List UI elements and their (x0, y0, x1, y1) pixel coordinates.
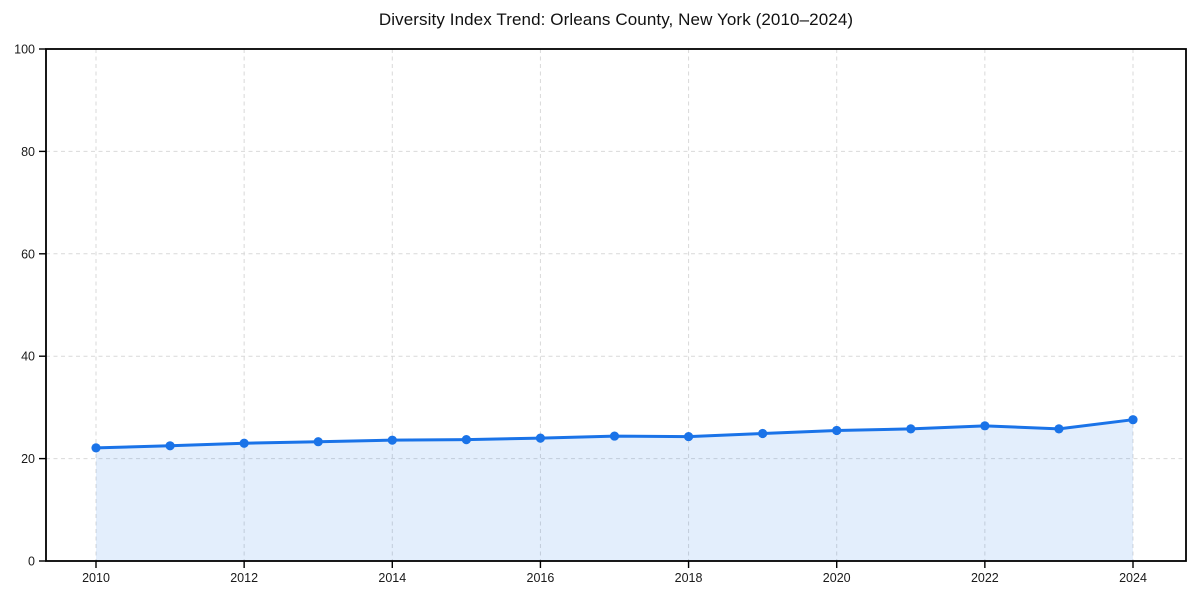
y-tick-label: 100 (14, 43, 35, 57)
data-point (832, 425, 842, 436)
data-point (683, 431, 694, 442)
data-point (906, 424, 916, 434)
data-point-markers (91, 415, 1138, 453)
x-tick-label: 2024 (1119, 571, 1147, 585)
data-point (1054, 424, 1064, 434)
y-tick-label: 20 (21, 452, 35, 466)
data-point (980, 421, 990, 431)
y-tick-label: 80 (21, 145, 35, 159)
data-point (91, 443, 101, 453)
x-tick-label: 2020 (823, 571, 851, 585)
x-tick-label: 2010 (82, 571, 110, 585)
data-point (239, 438, 249, 448)
chart-title: Diversity Index Trend: Orleans County, N… (378, 10, 854, 29)
data-point (313, 437, 323, 447)
data-point (387, 435, 397, 445)
plot-border (45, 48, 1187, 562)
y-tick-label: 60 (21, 247, 35, 261)
axis-ticks (39, 48, 1134, 568)
data-point (609, 431, 620, 441)
x-tick-label: 2022 (971, 571, 999, 585)
x-tick-label: 2018 (675, 571, 703, 585)
data-point (165, 441, 175, 451)
x-tick-label: 2016 (527, 571, 555, 585)
axis-tick-labels: 0 20 40 60 80 100 2010 2012 2014 2016 2018 2020 2022… (14, 43, 1147, 586)
data-point (758, 428, 768, 439)
data-point (461, 435, 471, 445)
y-tick-label: 0 (28, 555, 35, 569)
data-point (1128, 415, 1138, 425)
area-fill (96, 419, 1133, 561)
gridlines (46, 49, 1186, 561)
y-tick-label: 40 (21, 350, 35, 364)
data-point (535, 433, 546, 443)
x-tick-label: 2012 (230, 571, 258, 585)
x-tick-label: 2014 (378, 571, 406, 585)
